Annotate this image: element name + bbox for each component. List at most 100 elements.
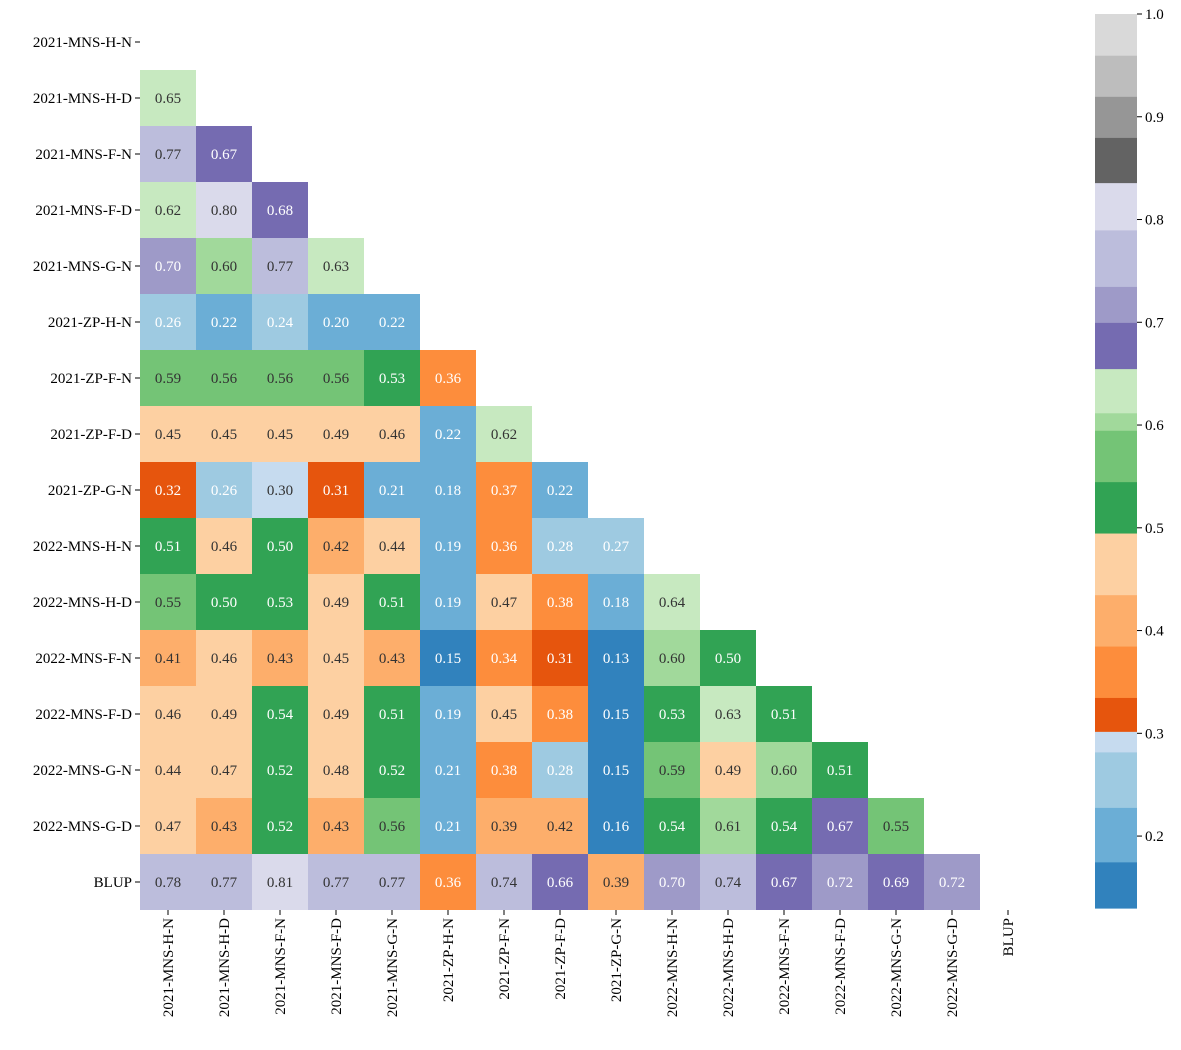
cell-value-label: 0.54 [659,819,686,835]
heatmap-cell [532,742,588,798]
colorbar-segment [1095,594,1137,647]
colorbar-tick-label: 0.8 [1145,213,1164,229]
colorbar-tick-label: 0.7 [1145,315,1164,331]
heatmap-cell [644,742,700,798]
heatmap-cell [196,798,252,854]
heatmap-cell [252,854,308,910]
cell-value-label: 0.52 [267,763,293,779]
heatmap-cell [812,854,868,910]
y-tick-label: BLUP [94,875,132,891]
heatmap-cell [588,518,644,574]
cell-value-label: 0.56 [379,819,406,835]
cell-value-label: 0.56 [267,371,294,387]
heatmap-cell [756,742,812,798]
heatmap-cell [420,350,476,406]
heatmap-cell [812,798,868,854]
cell-value-label: 0.19 [435,539,461,555]
heatmap-cell [644,630,700,686]
heatmap-cell [588,686,644,742]
cell-value-label: 0.26 [211,483,238,499]
cell-value-label: 0.32 [155,483,181,499]
heatmap-cell [140,518,196,574]
cell-value-label: 0.49 [323,595,349,611]
heatmap-cell [308,518,364,574]
x-tick-label: BLUP [1001,918,1017,956]
x-tick-label: 2022-MNS-H-D [721,918,737,1017]
y-tick-label: 2021-ZP-H-N [48,315,132,331]
colorbar-segment [1095,322,1137,370]
heatmap-cell [252,630,308,686]
y-tick-label: 2021-ZP-G-N [48,483,132,499]
cell-value-label: 0.47 [155,819,182,835]
cell-value-label: 0.28 [547,539,573,555]
heatmap-cell [476,742,532,798]
heatmap-cell [420,854,476,910]
cell-value-label: 0.67 [211,147,238,163]
y-tick-label: 2022-MNS-H-N [33,539,132,555]
cell-value-label: 0.48 [323,763,349,779]
cell-value-label: 0.43 [323,819,349,835]
heatmap-cell [532,798,588,854]
colorbar-tick-label: 0.4 [1145,624,1164,640]
heatmap-cell [140,462,196,518]
heatmap-cell [252,238,308,294]
cell-value-label: 0.54 [771,819,798,835]
colorbar-tick-label: 0.5 [1145,521,1164,537]
heatmap-cell [364,462,420,518]
cell-value-label: 0.68 [267,203,293,219]
y-tick-label: 2021-MNS-G-N [33,259,132,275]
colorbar-segment [1095,14,1137,56]
cell-value-label: 0.45 [267,427,293,443]
heatmap-cell [308,406,364,462]
cell-value-label: 0.21 [435,819,461,835]
cell-value-label: 0.30 [267,483,293,499]
heatmap-cell [308,630,364,686]
cell-value-label: 0.45 [323,651,349,667]
cell-value-label: 0.65 [155,91,181,107]
heatmap-cell [588,798,644,854]
x-tick-label: 2021-MNS-F-N [273,918,289,1015]
cell-value-label: 0.24 [267,315,294,331]
heatmap-cell [252,182,308,238]
heatmap-cell [364,742,420,798]
heatmap-cell [924,854,980,910]
cell-value-label: 0.56 [211,371,238,387]
cell-value-label: 0.22 [547,483,573,499]
colorbar-tick-label: 0.2 [1145,829,1164,845]
cell-value-label: 0.28 [547,763,573,779]
heatmap-cell [700,854,756,910]
heatmap-cell [140,350,196,406]
cell-value-label: 0.44 [379,539,406,555]
cell-value-label: 0.70 [155,259,181,275]
colorbar-tick-label: 0.6 [1145,418,1164,434]
cell-value-label: 0.49 [323,707,349,723]
cell-value-label: 0.44 [155,763,182,779]
heatmap-cell [252,798,308,854]
y-tick-label: 2021-ZP-F-D [50,427,132,443]
y-tick-label: 2022-MNS-G-D [33,819,132,835]
heatmap-cell [140,294,196,350]
cell-value-label: 0.13 [603,651,629,667]
heatmap-cell [364,854,420,910]
heatmap-cell [532,686,588,742]
heatmap-cell [532,462,588,518]
cell-value-label: 0.38 [547,595,573,611]
heatmap-cell [196,630,252,686]
heatmap-cell [420,518,476,574]
cell-value-label: 0.26 [155,315,182,331]
heatmap-cell [364,798,420,854]
x-tick-label: 2022-MNS-G-N [889,918,905,1017]
cell-value-label: 0.67 [827,819,854,835]
x-tick-label: 2021-MNS-H-N [161,918,177,1017]
heatmap-cell [196,518,252,574]
heatmap-cell [588,854,644,910]
heatmap-cell [140,686,196,742]
cell-value-label: 0.77 [155,147,182,163]
heatmap-cell [252,574,308,630]
cell-value-label: 0.36 [435,875,462,891]
cell-value-label: 0.38 [491,763,517,779]
heatmap-cell [252,350,308,406]
heatmap-cell [308,294,364,350]
heatmap-cell [476,798,532,854]
